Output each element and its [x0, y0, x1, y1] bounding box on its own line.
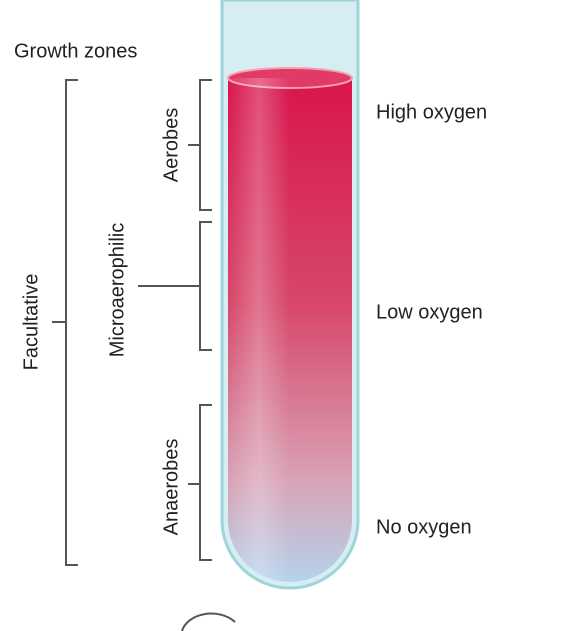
group-label: Anaerobes [160, 439, 182, 536]
oxygen-level: Low oxygen [376, 301, 483, 323]
oxygen-level: High oxygen [376, 101, 487, 123]
group-label: Microaerophilic [106, 223, 128, 358]
test-tube [222, 0, 358, 588]
title: Growth zones [14, 40, 137, 62]
bracket [188, 405, 212, 560]
oxygen-level: No oxygen [376, 516, 472, 538]
bracket [138, 222, 212, 350]
bracket [52, 80, 78, 565]
group-label: Facultative [20, 274, 42, 371]
group-label: Aerobes [160, 108, 182, 183]
decoration [182, 614, 235, 631]
bracket [188, 80, 212, 210]
diagram: Growth zones Facultative Microaerophilic… [0, 0, 565, 631]
